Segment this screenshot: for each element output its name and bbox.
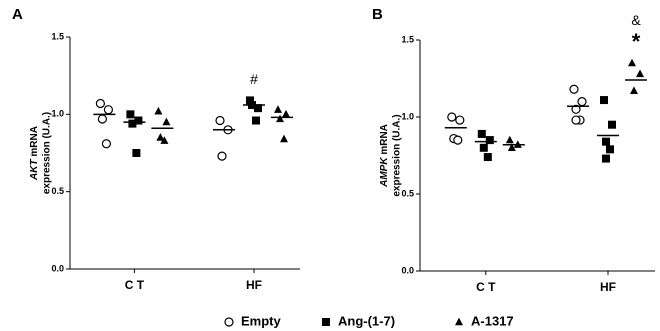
point — [95, 98, 106, 109]
x-tick-label: C T — [476, 280, 496, 294]
point — [636, 69, 644, 78]
point — [602, 137, 610, 146]
point — [132, 149, 141, 157]
point — [160, 136, 169, 144]
y-label-gene: AKT — [29, 159, 40, 181]
point — [606, 145, 614, 154]
y-tick-label: 1.0 — [401, 111, 414, 121]
y-tick-label: 0.5 — [51, 186, 64, 196]
point — [455, 115, 465, 125]
point — [477, 129, 486, 138]
x-tick-label: HF — [246, 278, 262, 292]
y-tick-label: 1.0 — [51, 109, 64, 119]
point — [507, 143, 516, 151]
legend-label: Empty — [241, 313, 282, 328]
annotation: * — [632, 29, 641, 54]
y-tick-label: 0.0 — [51, 263, 64, 273]
x-tick-label: HF — [600, 280, 616, 294]
point — [571, 104, 581, 114]
legend-label: Ang-(1-7) — [338, 313, 395, 328]
point — [254, 104, 262, 113]
point — [571, 115, 581, 125]
y-label-gene: AMPK — [379, 157, 390, 188]
legend-marker — [322, 318, 330, 326]
y-tick-label: 0.0 — [401, 265, 414, 275]
point — [479, 143, 488, 152]
y-label-rest: mRNA — [379, 124, 390, 155]
y-tick-label: 1.5 — [51, 31, 64, 41]
point — [569, 84, 579, 94]
point — [608, 120, 616, 129]
point — [274, 105, 282, 113]
point — [126, 110, 135, 119]
y-axis-label: AMPK mRNA — [379, 124, 390, 188]
point — [252, 116, 260, 125]
y-tick-label: 1.5 — [401, 34, 414, 44]
point — [134, 116, 143, 125]
point — [600, 96, 608, 105]
point — [602, 154, 610, 163]
legend-marker — [455, 317, 463, 326]
y-tick-label: 0.5 — [401, 188, 414, 198]
point — [280, 134, 288, 143]
point — [103, 105, 114, 115]
point — [217, 151, 227, 161]
legend-marker — [224, 317, 234, 327]
point — [630, 86, 638, 95]
y-axis-label: expression (U.A.) — [42, 112, 53, 194]
y-axis-label: expression (U.A.) — [392, 114, 403, 196]
point — [505, 135, 514, 144]
point — [485, 136, 494, 145]
annotation: & — [631, 12, 641, 28]
y-label-rest: mRNA — [29, 126, 40, 157]
point — [97, 114, 108, 124]
point — [577, 96, 587, 107]
point — [162, 117, 171, 126]
panel-label: A — [12, 6, 23, 23]
point — [156, 133, 165, 141]
point — [154, 106, 163, 115]
point — [215, 115, 225, 126]
point — [282, 109, 290, 118]
point — [246, 96, 254, 105]
annotation: # — [250, 71, 258, 87]
y-axis-label: AKT mRNA — [29, 126, 40, 181]
point — [128, 119, 137, 128]
legend-label: A-1317 — [471, 313, 514, 328]
point — [453, 135, 463, 145]
point — [447, 112, 457, 122]
point — [101, 139, 112, 149]
point — [483, 153, 492, 162]
x-tick-label: C T — [125, 278, 145, 292]
point — [628, 58, 636, 67]
panel-label: B — [372, 6, 383, 23]
point — [276, 114, 284, 123]
